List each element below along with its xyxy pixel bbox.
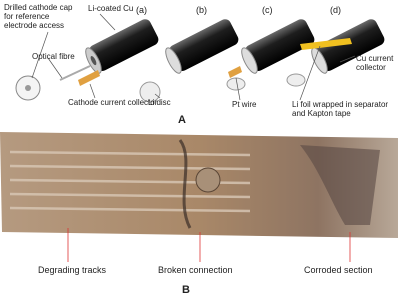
callout: Cathode current collector: [68, 98, 158, 107]
sub-label: (c): [262, 5, 273, 15]
callout: Li foil wrapped in separator and Kapton …: [292, 100, 389, 118]
annotation: Degrading tracks: [38, 265, 107, 275]
panel-label: A: [178, 114, 186, 126]
pointer-lines: [67, 228, 351, 262]
li-disc: [139, 81, 161, 103]
cell-a: [85, 19, 159, 74]
cell-d: [311, 19, 385, 74]
sub-label: (b): [196, 5, 207, 15]
sub-label: (a): [136, 5, 147, 15]
cell-c: [241, 19, 315, 74]
tab: [228, 66, 242, 78]
callout: Pt wire: [232, 100, 257, 109]
sub-label: (d): [330, 5, 341, 15]
annotation: Corroded section: [304, 265, 373, 275]
callout-lines: [31, 13, 356, 101]
callout: Drilled cathode cap for reference electr…: [4, 3, 73, 30]
cell-b: [165, 19, 239, 74]
panel-label: B: [182, 284, 190, 296]
callout: Li-coated Cu: [88, 4, 134, 13]
cap-hole: [25, 85, 31, 91]
li-foil: [300, 38, 352, 50]
cap: [286, 73, 306, 87]
callout: Cu current collector: [356, 54, 394, 72]
callout: Optical fibre: [32, 52, 75, 61]
annotation: Broken connection: [158, 265, 233, 275]
tab: [78, 70, 100, 86]
callout: Li disc: [148, 98, 171, 107]
photo: [0, 132, 398, 238]
fibre: [59, 65, 91, 81]
